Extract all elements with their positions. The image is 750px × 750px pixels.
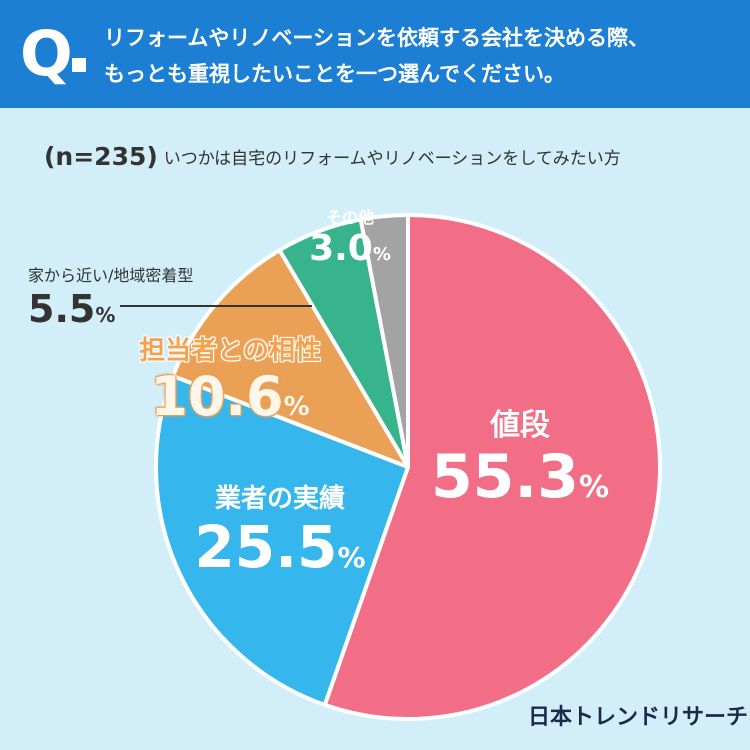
slice-category-price: 値段 [490, 408, 550, 443]
slice-unit-other: % [372, 244, 391, 265]
question-mark: Q [20, 17, 73, 90]
sample-size: (n=235) [44, 142, 158, 171]
slice-category-staff-rapport: 担当者との相性 [139, 336, 321, 366]
slice-unit-staff-rapport: % [283, 392, 310, 422]
slice-label-track-record: 業者の実績 25.5% [180, 478, 380, 578]
slice-category-other: その他 [325, 208, 374, 227]
slice-label-price: 値段 55.3% [420, 400, 620, 509]
slice-value-price: 55.3 [430, 442, 579, 512]
question-text-line-2: もっとも重視したいことを一つ選んでください。 [104, 62, 565, 86]
slice-value-staff-rapport: 10.6 [150, 365, 284, 428]
slice-value-track-record: 25.5 [194, 513, 338, 581]
pie-slice-staff-rapport [171, 248, 410, 469]
sample-description: いつかは自宅のリフォームやリノベーションをしてみたい方 [163, 149, 621, 169]
slice-category-local-area: 家から近い/地域密着型 [28, 266, 194, 285]
slice-value-local-area: 5.5 [28, 287, 96, 331]
pie-slice-other [358, 213, 410, 469]
slice-label-other: その他 3.0% [300, 204, 400, 268]
slice-unit-local-area: % [95, 303, 116, 327]
question-text-line-1: リフォームやリノベーションを依頼する会社を決める際、 [104, 26, 649, 50]
slice-label-local-area: 家から近い/地域密着型 5.5% [28, 262, 258, 330]
slice-unit-price: % [578, 470, 610, 505]
slice-unit-track-record: % [337, 541, 366, 574]
slice-category-track-record: 業者の実績 [214, 484, 345, 514]
question-mark-dot [72, 58, 86, 72]
slice-value-other: 3.0 [309, 228, 373, 269]
slice-label-staff-rapport: 担当者との相性 10.6% [110, 330, 350, 426]
pie-slice-track-record [154, 373, 410, 707]
question-header: Q リフォームやリノベーションを依頼する会社を決める際、 もっとも重視したいこと… [0, 0, 750, 108]
brand-logo: 日本トレンドリサーチ [528, 705, 749, 730]
sample-info: (n=235) いつかは自宅のリフォームやリノベーションをしてみたい方 [44, 142, 621, 171]
